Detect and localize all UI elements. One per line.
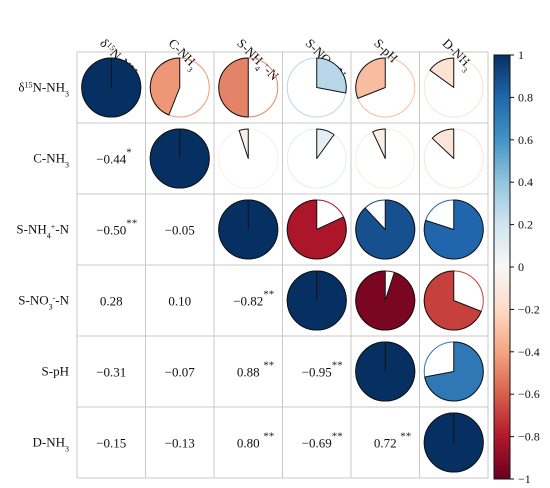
- pie-cell: [423, 199, 484, 260]
- row-label: δ15N-NH3: [18, 80, 69, 99]
- significance-mark: **: [332, 431, 343, 443]
- row-labels: δ15N-NH3 C-NH3 S-NH4+-N S-NO3--N S-pH D-NH3: [16, 80, 69, 454]
- value-cell: −0.50 **: [96, 218, 137, 238]
- pie-slice: [149, 57, 181, 116]
- colorbar-tick-label: 0: [518, 260, 524, 274]
- significance-mark: **: [263, 360, 274, 372]
- colorbar-tick-label: 0.6: [518, 133, 533, 147]
- pie-slice: [355, 199, 416, 260]
- colorbar-tick-label: 0.2: [518, 218, 533, 232]
- correlation-value: 0.28: [100, 294, 123, 309]
- pie-cell: [355, 199, 416, 260]
- correlation-value: −0.13: [165, 436, 195, 451]
- pie-cell: [355, 270, 416, 331]
- value-cell: 0.80 **: [237, 431, 274, 451]
- colorbar-tick-label: −0.2: [518, 302, 540, 316]
- correlation-value: 0.80: [237, 436, 260, 451]
- value-cell: 0.28: [100, 294, 123, 309]
- colorbar-gradient: [493, 54, 511, 480]
- row-label: S-pH: [42, 364, 69, 379]
- pie-cell: [423, 128, 484, 189]
- pie-cell: [355, 341, 416, 402]
- pie-cell: [218, 128, 279, 189]
- colorbar-tick-label: −1: [518, 472, 531, 486]
- pie-cell: [81, 57, 142, 118]
- value-cell: −0.05: [165, 223, 195, 238]
- significance-mark: *: [126, 147, 132, 159]
- correlation-value: −0.95: [302, 365, 332, 380]
- correlation-value: −0.05: [165, 223, 195, 238]
- row-label: S-NO3--N: [18, 293, 69, 312]
- pie-cell: [286, 128, 347, 189]
- pie-cell: [355, 128, 416, 189]
- pie-slice: [355, 270, 416, 331]
- significance-mark: **: [263, 289, 274, 301]
- correlation-value: −0.31: [96, 365, 126, 380]
- pie-cell: [423, 341, 484, 402]
- pie-slice: [218, 57, 249, 118]
- value-cell: −0.13: [165, 436, 195, 451]
- pie-cell: [218, 57, 279, 118]
- pie-slice: [316, 128, 335, 159]
- pie-slice: [429, 57, 455, 88]
- pie-cell: [286, 57, 347, 118]
- correlation-value: 0.10: [168, 294, 191, 309]
- matrix-cells: −0.44 *−0.50 ** −0.050.28 0.10 −0.82 **−0.31 −0…: [81, 57, 484, 473]
- value-cell: 0.72 **: [374, 431, 411, 451]
- value-cell: 0.88 **: [237, 360, 274, 380]
- value-cell: −0.15: [96, 436, 126, 451]
- correlation-value: 0.88: [237, 365, 260, 380]
- row-label: C-NH3: [33, 151, 69, 170]
- correlation-value: −0.15: [96, 436, 126, 451]
- colorbar-tick-label: −0.6: [518, 387, 540, 401]
- pie-slice: [431, 128, 455, 159]
- colorbar: 1 0.8 0.6 0.4 0.2 0 −0.2 −0.4 −0.6 −0.8 −1: [493, 48, 540, 486]
- pie-slice: [423, 199, 484, 260]
- row-label: D-NH3: [33, 435, 70, 454]
- value-cell: −0.82 **: [233, 289, 274, 309]
- colorbar-tick-label: 0.8: [518, 90, 533, 104]
- value-cell: −0.95 **: [302, 360, 343, 380]
- correlation-value: −0.50: [96, 223, 126, 238]
- pie-cell: [149, 128, 210, 189]
- correlation-value: −0.07: [165, 365, 196, 380]
- matrix-grid: [76, 51, 489, 479]
- pie-cell: [423, 270, 484, 331]
- value-cell: 0.10: [168, 294, 191, 309]
- significance-mark: **: [332, 360, 343, 372]
- value-cell: −0.31: [96, 365, 126, 380]
- pie-cell: [286, 270, 347, 331]
- correlation-value: −0.69: [302, 436, 332, 451]
- significance-mark: **: [400, 431, 411, 443]
- pie-slice: [316, 57, 347, 94]
- colorbar-tick-label: −0.8: [518, 430, 540, 444]
- pie-cell: [423, 57, 484, 118]
- pie-cell: [355, 57, 416, 118]
- pie-slice: [286, 199, 347, 260]
- significance-mark: **: [263, 431, 274, 443]
- colorbar-tick-label: 0.4: [518, 175, 533, 189]
- correlation-value: −0.82: [233, 294, 263, 309]
- pie-slice: [424, 341, 484, 402]
- pie-slice: [423, 270, 482, 331]
- pie-cell: [286, 199, 347, 260]
- value-cell: −0.44 *: [96, 147, 132, 167]
- pie-cell: [218, 199, 279, 260]
- value-cell: −0.69 **: [302, 431, 343, 451]
- correlation-value: −0.44: [96, 152, 127, 167]
- pie-slice: [238, 128, 249, 159]
- row-label: S-NH4+-N: [16, 222, 69, 241]
- colorbar-tick-label: −0.4: [518, 345, 540, 359]
- pie-slice: [372, 128, 386, 159]
- pie-cell: [149, 57, 210, 118]
- colorbar-tick-label: 1: [518, 48, 524, 62]
- pie-cell: [423, 412, 484, 473]
- pie-slice: [355, 57, 386, 99]
- value-cell: −0.07: [165, 365, 196, 380]
- significance-mark: **: [126, 218, 137, 230]
- correlation-value: 0.72: [374, 436, 397, 451]
